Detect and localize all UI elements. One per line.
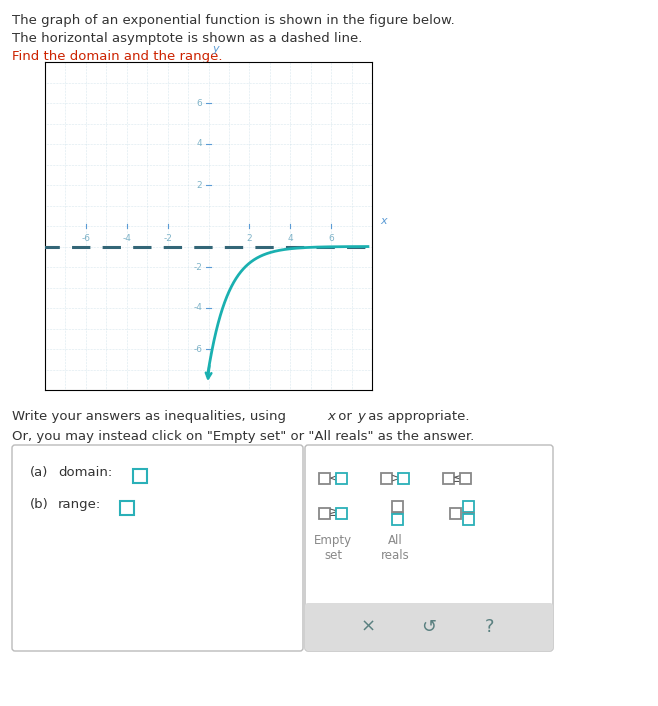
Text: The graph of an exponential function is shown in the figure below.: The graph of an exponential function is … [12, 14, 455, 27]
Bar [308, 606, 550, 648]
Bar [392, 501, 403, 512]
Text: Find the domain and the range.: Find the domain and the range. [12, 50, 222, 63]
Bar [392, 514, 403, 525]
Text: ↺: ↺ [421, 618, 436, 636]
Text: 6: 6 [328, 234, 334, 243]
Bar [443, 472, 454, 484]
Bar [336, 508, 347, 518]
FancyBboxPatch shape [305, 445, 553, 651]
Bar [381, 472, 392, 484]
Text: ×: × [361, 618, 376, 636]
Bar [450, 508, 461, 518]
FancyBboxPatch shape [12, 445, 303, 651]
Text: or: or [334, 410, 356, 423]
Text: -2: -2 [193, 263, 203, 272]
Text: 4: 4 [288, 234, 293, 243]
Text: as appropriate.: as appropriate. [364, 410, 470, 423]
Text: The horizontal asymptote is shown as a dashed line.: The horizontal asymptote is shown as a d… [12, 32, 363, 45]
Text: 2: 2 [197, 181, 203, 189]
Text: 6: 6 [197, 99, 203, 107]
Text: All
reals: All reals [380, 534, 409, 562]
Text: Or, you may instead click on "Empty set" or "All reals" as the answer.: Or, you may instead click on "Empty set"… [12, 430, 474, 443]
Text: -6: -6 [82, 234, 90, 243]
Text: (b): (b) [30, 498, 49, 511]
Text: ≤: ≤ [453, 472, 463, 484]
Text: 2: 2 [247, 234, 252, 243]
Text: x: x [380, 216, 387, 226]
Text: range:: range: [58, 498, 101, 511]
Bar [336, 472, 347, 484]
Text: ?: ? [485, 618, 494, 636]
FancyBboxPatch shape [305, 603, 553, 651]
Text: Empty
set: Empty set [314, 534, 352, 562]
Text: y: y [357, 410, 365, 423]
Bar [319, 472, 330, 484]
Bar [120, 501, 134, 515]
Text: >: > [391, 472, 401, 484]
Text: Write your answers as inequalities, using: Write your answers as inequalities, usin… [12, 410, 290, 423]
Text: 4: 4 [197, 140, 203, 148]
Text: -4: -4 [122, 234, 131, 243]
Bar [319, 508, 330, 518]
Text: x: x [327, 410, 335, 423]
Text: -2: -2 [163, 234, 172, 243]
Bar [133, 469, 147, 483]
Text: (a): (a) [30, 466, 49, 479]
Text: <: < [329, 472, 340, 484]
Bar [398, 472, 409, 484]
Text: ≥: ≥ [329, 506, 340, 520]
Bar [463, 501, 474, 512]
Text: -4: -4 [193, 304, 203, 313]
Text: domain:: domain: [58, 466, 113, 479]
Text: -6: -6 [193, 345, 203, 354]
Bar [460, 472, 471, 484]
Bar [463, 514, 474, 525]
Text: y: y [213, 44, 219, 54]
